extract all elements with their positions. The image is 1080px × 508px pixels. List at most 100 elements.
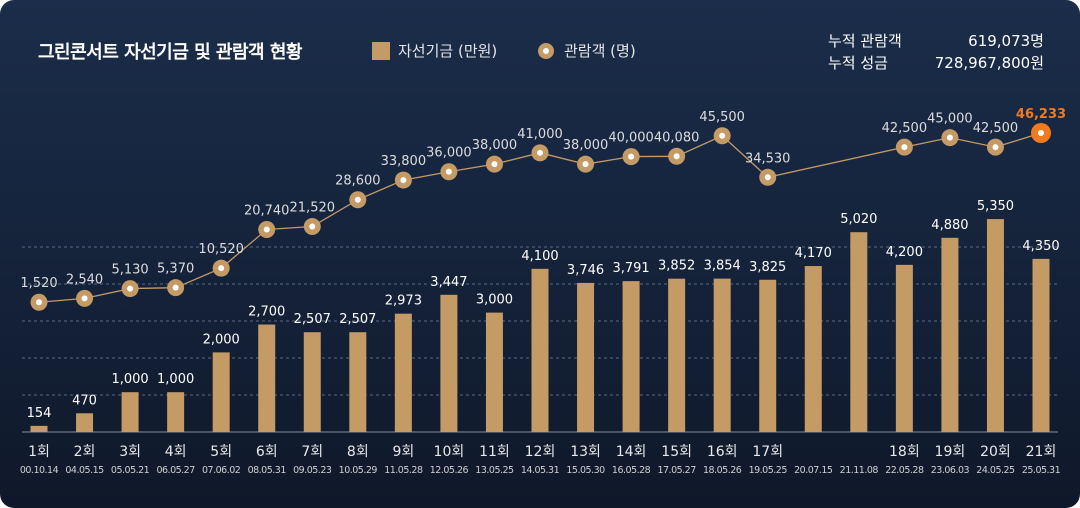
legend-bars-label: 자선기금 (만원) — [398, 42, 498, 60]
legend-bars: 자선기금 (만원) — [372, 40, 497, 61]
x-date-label: 11.05.28 — [384, 465, 423, 476]
bar-value-label: 4,880 — [931, 218, 968, 233]
legend-line-label: 관람객 (명) — [564, 42, 636, 60]
x-date-label: 07.06.02 — [202, 465, 241, 476]
bar-value-label: 154 — [27, 406, 52, 421]
total-visitors-value: 619,073명 — [968, 32, 1044, 50]
line-value-label: 41,000 — [517, 127, 563, 142]
totals: 누적 관람객 619,073명 누적 성금 728,967,800원 — [828, 30, 1044, 74]
bar — [394, 313, 412, 432]
line-value-label: 10,520 — [198, 242, 244, 257]
x-date-label: 10.05.29 — [339, 465, 378, 476]
line-value-label: 45,000 — [927, 112, 973, 127]
bar-value-label: 2,507 — [339, 312, 376, 327]
bar-value-label: 3,852 — [658, 259, 695, 274]
bar-value-label: 4,200 — [886, 245, 923, 260]
bar — [759, 279, 777, 432]
line-value-label: 20,740 — [244, 203, 290, 218]
line-value-label: 38,000 — [472, 138, 518, 153]
bar — [212, 352, 230, 432]
bar-legend-swatch — [372, 41, 390, 60]
line-value-label: 21,520 — [290, 201, 336, 216]
line-legend-marker — [538, 42, 554, 59]
bar — [850, 232, 868, 432]
bar — [440, 294, 458, 432]
bar — [349, 332, 367, 432]
line-value-label: 1,520 — [20, 276, 57, 291]
line-value-label: 36,000 — [426, 146, 472, 161]
bar-value-label: 1,000 — [111, 372, 148, 387]
x-tick-label: 17회 — [752, 444, 783, 460]
line-value-label: 40,000 — [608, 131, 654, 146]
x-date-label: 22.05.28 — [885, 465, 924, 476]
x-tick-label: 20회 — [980, 444, 1011, 460]
x-date-label: 24.05.25 — [976, 465, 1015, 476]
bar-value-label: 3,447 — [430, 275, 467, 290]
x-date-label: 08.05.31 — [248, 465, 287, 476]
line-value-label: 5,370 — [157, 262, 194, 277]
x-tick-label: 5회 — [210, 444, 232, 460]
bar — [713, 278, 731, 432]
total-fund-label: 누적 성금 — [828, 54, 888, 72]
bar-value-label: 470 — [72, 393, 97, 408]
x-date-label: 13.05.25 — [475, 465, 514, 476]
x-tick-label: 16회 — [707, 444, 738, 460]
x-tick-label: 2회 — [74, 444, 96, 460]
line-point-center — [992, 144, 999, 151]
bar — [577, 282, 595, 432]
legend-line: 관람객 (명) — [538, 40, 636, 61]
line-value-label: 2,540 — [66, 272, 103, 287]
bar — [668, 278, 686, 432]
bar-value-label: 3,000 — [476, 293, 513, 308]
bar — [986, 219, 1004, 432]
x-date-label: 16.05.28 — [612, 465, 651, 476]
line-point-center — [263, 226, 270, 233]
line-value-label: 38,000 — [563, 138, 609, 153]
x-date-label: 04.05.15 — [65, 465, 104, 476]
x-date-label: 23.06.03 — [931, 465, 970, 476]
bar-value-label: 2,973 — [385, 294, 422, 309]
bar — [76, 413, 94, 432]
x-date-label: 21.11.08 — [840, 465, 879, 476]
bar-value-label: 5,020 — [840, 212, 877, 227]
line-point-center — [36, 299, 42, 306]
bar-value-label: 2,507 — [294, 312, 331, 327]
bar — [1032, 258, 1050, 432]
x-tick-label: 12회 — [525, 444, 556, 460]
bar — [121, 392, 139, 432]
line-point-center — [491, 161, 498, 168]
bar — [303, 332, 321, 432]
bar-value-label: 3,746 — [567, 263, 604, 278]
bar — [941, 237, 959, 432]
bar-value-label: 3,791 — [612, 261, 649, 276]
x-date-label: 14.05.31 — [521, 465, 560, 476]
bar-value-label: 5,350 — [977, 199, 1014, 214]
x-tick-label: 13회 — [570, 444, 601, 460]
line-value-label: 45,500 — [699, 110, 745, 125]
bar — [30, 425, 48, 432]
line-point-center — [537, 149, 543, 156]
bar-value-label: 2,700 — [248, 305, 285, 320]
line-value-label: 40,080 — [654, 130, 700, 145]
line-value-label: 28,600 — [335, 174, 381, 189]
x-tick-label: 7회 — [301, 444, 323, 460]
x-date-label: 12.05.26 — [430, 465, 469, 476]
line-value-label: 33,800 — [381, 154, 427, 169]
bar — [531, 268, 549, 432]
line-point-center — [582, 161, 589, 168]
bar — [258, 324, 276, 432]
x-tick-label: 1회 — [28, 444, 50, 460]
bar — [895, 264, 913, 432]
line-point-center — [309, 223, 316, 230]
x-tick-label: 9회 — [392, 444, 414, 460]
x-tick-label: 14회 — [616, 444, 647, 460]
x-date-label: 19.05.25 — [749, 465, 788, 476]
line-point-center — [127, 285, 134, 292]
x-tick-label: 19회 — [935, 444, 966, 460]
total-fund-value: 728,967,800원 — [934, 54, 1044, 72]
x-date-label: 15.05.30 — [566, 465, 605, 476]
bar-value-label: 3,854 — [704, 259, 741, 274]
x-date-label: 05.05.21 — [111, 465, 150, 476]
